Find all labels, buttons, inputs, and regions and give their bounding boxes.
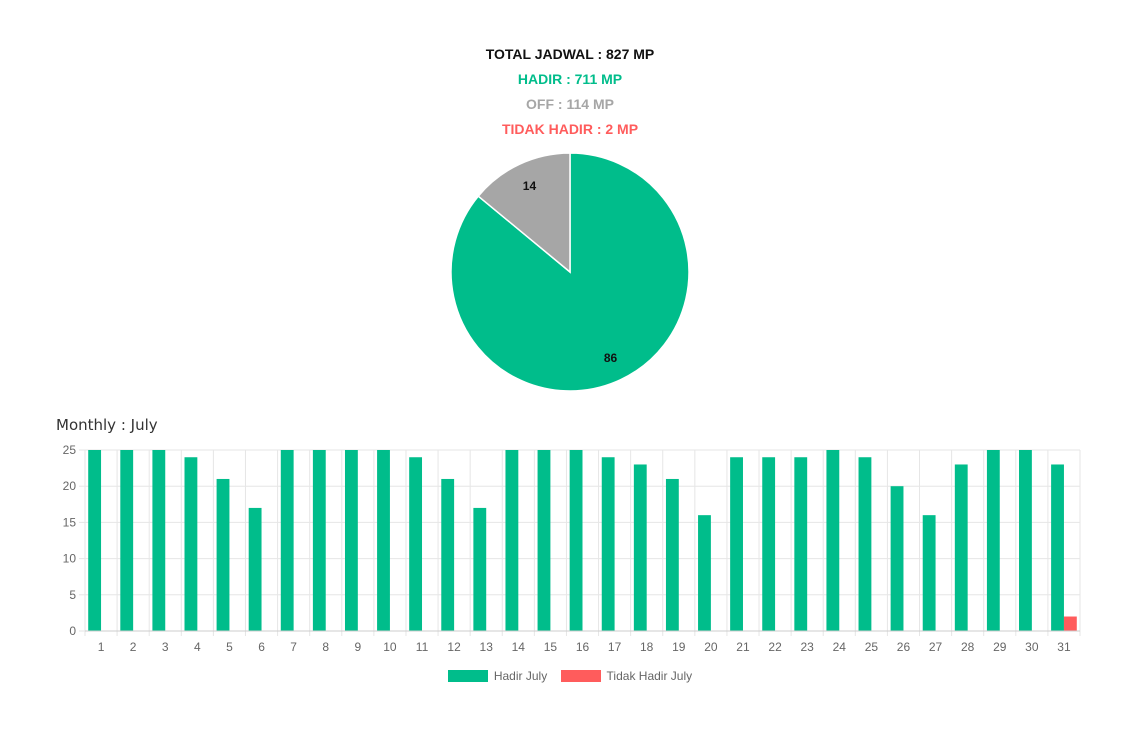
bar-hadir-july-27[interactable] bbox=[922, 515, 936, 631]
legend-item-tidak-hadir[interactable]: Tidak Hadir July bbox=[560, 668, 693, 684]
attendance-pie-chart: 86 14 bbox=[450, 152, 690, 392]
x-tick-label: 4 bbox=[194, 640, 201, 654]
bar-hadir-july-4[interactable] bbox=[184, 457, 198, 631]
bar-hadir-july-21[interactable] bbox=[730, 457, 743, 631]
bar-hadir-july-17[interactable] bbox=[601, 457, 615, 631]
x-tick-label: 17 bbox=[608, 640, 622, 654]
x-tick-label: 29 bbox=[993, 640, 1007, 654]
bar-hadir-july-22[interactable] bbox=[762, 457, 776, 631]
x-tick-label: 21 bbox=[736, 640, 750, 654]
x-tick-label: 5 bbox=[226, 640, 233, 654]
x-tick-label: 27 bbox=[929, 640, 943, 654]
bar-hadir-july-13[interactable] bbox=[473, 507, 487, 631]
x-tick-label: 28 bbox=[961, 640, 975, 654]
bar-hadir-july-16[interactable] bbox=[569, 450, 583, 631]
x-tick-label: 14 bbox=[512, 640, 526, 654]
x-tick-label: 11 bbox=[416, 640, 429, 654]
attendance-summary: TOTAL JADWAL : 827 MP HADIR : 711 MP OFF… bbox=[0, 42, 1140, 142]
bar-hadir-july-24[interactable] bbox=[826, 450, 840, 631]
x-tick-label: 18 bbox=[640, 640, 654, 654]
x-tick-label: 30 bbox=[1025, 640, 1039, 654]
bar-hadir-july-25[interactable] bbox=[858, 457, 872, 631]
off-label: OFF : 114 MP bbox=[526, 96, 614, 112]
bar-tidak-hadir-july-31[interactable] bbox=[1063, 616, 1077, 631]
legend-swatch-hadir bbox=[447, 670, 488, 683]
bar-hadir-july-30[interactable] bbox=[1019, 450, 1032, 631]
y-tick-label: 10 bbox=[63, 552, 77, 566]
pie-data-label: 86 bbox=[604, 351, 618, 365]
x-tick-label: 9 bbox=[354, 640, 361, 654]
bar-hadir-july-29[interactable] bbox=[986, 450, 1000, 631]
legend-swatch-tidak-hadir bbox=[560, 670, 601, 683]
bar-hadir-july-28[interactable] bbox=[954, 464, 968, 631]
present-label: HADIR : 711 MP bbox=[517, 71, 623, 87]
x-tick-label: 3 bbox=[162, 640, 169, 654]
x-tick-label: 25 bbox=[865, 640, 879, 654]
y-tick-label: 5 bbox=[69, 588, 76, 602]
x-tick-label: 26 bbox=[897, 640, 911, 654]
bar-hadir-july-7[interactable] bbox=[280, 450, 294, 631]
bar-hadir-july-14[interactable] bbox=[505, 450, 519, 631]
total-schedule-label: TOTAL JADWAL : 827 MP bbox=[485, 46, 655, 62]
bar-hadir-july-1[interactable] bbox=[88, 450, 102, 631]
bar-chart-legend: Hadir July Tidak Hadir July bbox=[0, 668, 1140, 683]
bar-hadir-july-19[interactable] bbox=[665, 478, 679, 631]
x-tick-label: 6 bbox=[258, 640, 265, 654]
bar-hadir-july-6[interactable] bbox=[248, 507, 262, 631]
legend-label-tidak-hadir: Tidak Hadir July bbox=[606, 669, 693, 684]
monthly-chart-title: Monthly : July bbox=[56, 416, 158, 434]
bar-hadir-july-20[interactable] bbox=[698, 515, 711, 631]
bar-hadir-july-31[interactable] bbox=[1051, 464, 1064, 631]
x-tick-label: 2 bbox=[130, 640, 137, 654]
bar-hadir-july-18[interactable] bbox=[633, 464, 647, 631]
x-tick-label: 31 bbox=[1057, 640, 1071, 654]
bar-hadir-july-3[interactable] bbox=[152, 450, 166, 631]
bar-hadir-july-15[interactable] bbox=[537, 450, 551, 631]
bar-hadir-july-2[interactable] bbox=[120, 450, 134, 631]
bar-hadir-july-12[interactable] bbox=[441, 478, 455, 631]
x-tick-label: 15 bbox=[544, 640, 558, 654]
x-tick-label: 8 bbox=[322, 640, 329, 654]
x-tick-label: 7 bbox=[290, 640, 297, 654]
x-tick-label: 12 bbox=[447, 640, 461, 654]
bar-hadir-july-9[interactable] bbox=[344, 450, 358, 631]
x-tick-label: 23 bbox=[800, 640, 814, 654]
bar-hadir-july-11[interactable] bbox=[409, 457, 423, 631]
y-tick-label: 20 bbox=[63, 479, 77, 493]
x-tick-label: 10 bbox=[383, 640, 397, 654]
x-tick-label: 22 bbox=[768, 640, 782, 654]
bar-hadir-july-10[interactable] bbox=[377, 450, 390, 631]
y-tick-label: 15 bbox=[63, 515, 77, 529]
legend-item-hadir[interactable]: Hadir July bbox=[447, 668, 548, 684]
pie-data-label: 14 bbox=[523, 179, 537, 193]
bar-hadir-july-23[interactable] bbox=[794, 457, 808, 631]
x-tick-label: 20 bbox=[704, 640, 718, 654]
pie-slice-off[interactable] bbox=[477, 152, 571, 274]
bar-hadir-july-5[interactable] bbox=[216, 478, 230, 631]
x-tick-label: 1 bbox=[98, 640, 105, 654]
x-tick-label: 13 bbox=[480, 640, 494, 654]
absent-label: TIDAK HADIR : 2 MP bbox=[501, 121, 639, 137]
y-tick-label: 0 bbox=[69, 624, 76, 638]
x-tick-label: 16 bbox=[576, 640, 590, 654]
x-tick-label: 24 bbox=[833, 640, 847, 654]
bar-hadir-july-8[interactable] bbox=[312, 450, 326, 631]
y-tick-label: 25 bbox=[63, 443, 77, 457]
bar-hadir-july-26[interactable] bbox=[890, 486, 904, 631]
x-tick-label: 19 bbox=[672, 640, 686, 654]
legend-label-hadir: Hadir July bbox=[493, 669, 548, 684]
